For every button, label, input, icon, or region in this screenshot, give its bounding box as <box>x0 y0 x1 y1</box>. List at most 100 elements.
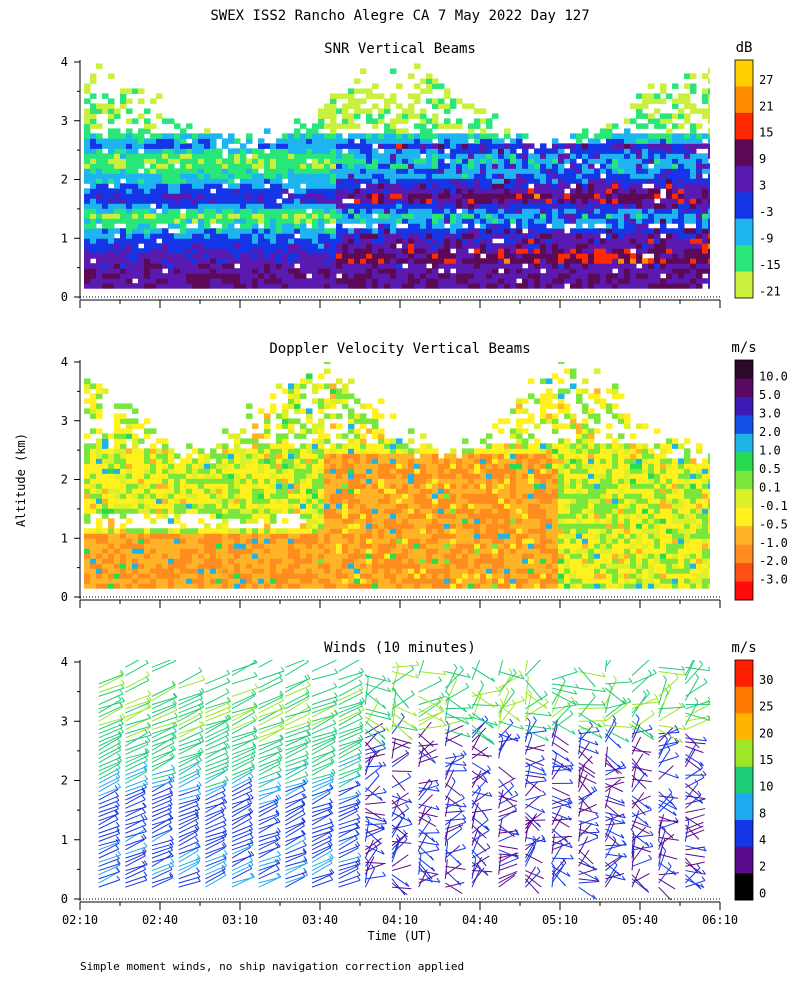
snr-cell <box>336 283 343 289</box>
doppler-cell <box>126 423 133 429</box>
snr-cell <box>114 163 121 169</box>
doppler-cell <box>252 453 259 459</box>
snr-cell <box>456 148 463 154</box>
snr-cell <box>678 253 685 259</box>
doppler-cell <box>300 523 307 529</box>
snr-cell <box>684 198 691 204</box>
snr-cell <box>654 213 661 219</box>
snr-cell <box>528 173 535 179</box>
snr-cell <box>132 193 139 199</box>
doppler-cell <box>342 508 349 514</box>
snr-cell <box>678 228 685 234</box>
doppler-cell <box>102 528 109 534</box>
snr-cell <box>624 238 631 244</box>
snr-cell <box>390 143 397 149</box>
snr-cell <box>690 163 697 169</box>
snr-cell <box>144 128 151 134</box>
doppler-cell <box>396 538 403 544</box>
snr-cell <box>564 258 571 264</box>
doppler-cell <box>330 383 337 389</box>
doppler-cell <box>354 488 361 494</box>
doppler-cell <box>330 508 337 514</box>
snr-cell <box>144 143 151 149</box>
doppler-cell <box>204 473 211 479</box>
snr-cell <box>414 173 421 179</box>
doppler-cell <box>174 488 181 494</box>
doppler-cell <box>378 578 385 584</box>
snr-cell <box>582 263 589 269</box>
snr-cell <box>156 243 163 249</box>
snr-cell <box>672 168 679 174</box>
doppler-cell <box>114 458 121 464</box>
snr-cell <box>192 193 199 199</box>
snr-cell <box>354 218 361 224</box>
snr-cell <box>546 148 553 154</box>
snr-cell <box>582 253 589 259</box>
doppler-cell <box>366 418 373 424</box>
snr-cell <box>276 278 283 284</box>
doppler-cell <box>318 483 325 489</box>
doppler-cell <box>366 563 373 569</box>
doppler-cell <box>306 533 313 539</box>
snr-cell <box>630 103 637 109</box>
snr-cell <box>336 148 343 154</box>
doppler-cell <box>180 508 187 514</box>
snr-cell <box>426 78 433 84</box>
snr-cell <box>492 148 499 154</box>
doppler-cell <box>114 428 121 434</box>
snr-cell <box>432 233 439 239</box>
snr-cell <box>588 183 595 189</box>
snr-cell <box>552 153 559 159</box>
snr-cell <box>192 133 199 139</box>
snr-cell <box>366 153 373 159</box>
doppler-cell <box>114 528 121 534</box>
snr-cell <box>432 123 439 129</box>
doppler-cell <box>312 398 319 404</box>
snr-cell <box>618 183 625 189</box>
doppler-cell <box>252 468 259 474</box>
snr-cell <box>84 148 91 154</box>
doppler-cell <box>324 468 331 474</box>
doppler-cell <box>198 448 205 454</box>
doppler-cell <box>186 533 193 539</box>
doppler-cell <box>378 548 385 554</box>
doppler-cell <box>210 473 217 479</box>
doppler-cell <box>180 573 187 579</box>
snr-cell <box>222 218 229 224</box>
snr-cell <box>642 123 649 129</box>
doppler-cell <box>390 538 397 544</box>
doppler-cell <box>156 578 163 584</box>
snr-cell <box>240 258 247 264</box>
snr-cell <box>282 213 289 219</box>
doppler-cell <box>390 508 397 514</box>
snr-cell <box>90 93 97 99</box>
snr-cell <box>120 238 127 244</box>
doppler-cell <box>372 568 379 574</box>
snr-cell <box>408 158 415 164</box>
snr-cell <box>504 213 511 219</box>
snr-cell <box>486 248 493 254</box>
doppler-cell <box>102 468 109 474</box>
snr-cell <box>438 248 445 254</box>
snr-cell <box>198 203 205 209</box>
doppler-cell <box>222 478 229 484</box>
snr-cell <box>138 263 145 269</box>
snr-cell <box>276 168 283 174</box>
snr-cell <box>582 128 589 134</box>
doppler-cell <box>282 443 289 449</box>
snr-cell <box>486 143 493 149</box>
snr-cell <box>96 203 103 209</box>
snr-cell <box>90 178 97 184</box>
doppler-cell <box>282 458 289 464</box>
snr-cell <box>186 258 193 264</box>
snr-cell <box>558 208 565 214</box>
snr-cell <box>600 278 607 284</box>
snr-cell <box>540 273 547 279</box>
snr-cell <box>654 283 661 289</box>
snr-cell <box>90 148 97 154</box>
doppler-cell <box>228 528 235 534</box>
snr-cell <box>432 98 439 104</box>
doppler-cell <box>336 393 343 399</box>
doppler-cell <box>288 393 295 399</box>
doppler-cell <box>372 428 379 434</box>
